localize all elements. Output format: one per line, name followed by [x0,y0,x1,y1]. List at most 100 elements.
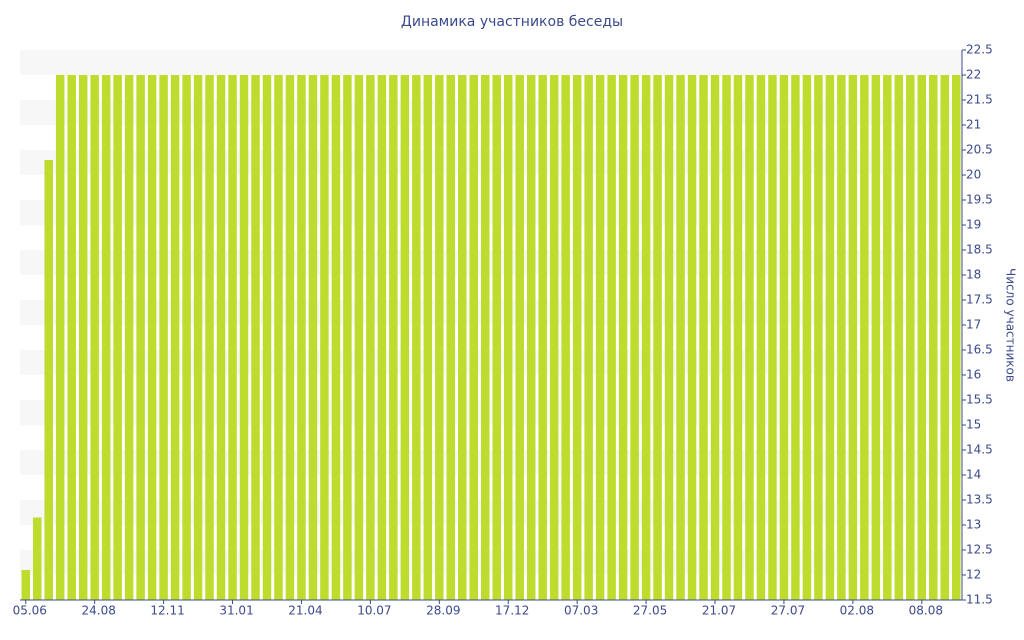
background-band [20,50,962,75]
bar [412,75,421,600]
bar [871,75,881,600]
bar [55,75,65,600]
bar [664,75,674,600]
bar [469,75,479,600]
bar [354,75,364,600]
bar [860,75,869,600]
y-tick-label: 21 [966,118,981,132]
bar [630,75,639,600]
y-tick-label: 19 [966,218,981,232]
bar [113,75,122,600]
bar [400,75,410,600]
bar [687,75,697,600]
bar [917,75,927,600]
bar [572,75,582,600]
bar [526,75,536,600]
y-tick-label: 20.5 [966,143,993,157]
bar [481,75,490,600]
bar [549,75,559,600]
bar [929,75,938,600]
bar [193,75,203,600]
y-tick-label: 16 [966,368,981,382]
bar [136,75,145,600]
bar [216,75,226,600]
bar [389,75,398,600]
bar [618,75,628,600]
bar [883,75,892,600]
x-tick-label: 17.12 [495,604,529,618]
bar [503,75,513,600]
bar [768,75,777,600]
bar [676,75,685,600]
bar [952,75,961,600]
bar [458,75,467,600]
y-tick-label: 14.5 [966,443,993,457]
y-tick-label: 17 [966,318,981,332]
bar [515,75,524,600]
x-tick-label: 27.07 [771,604,805,618]
bar [285,75,295,600]
y-tick-label: 22.5 [966,43,993,57]
bar [320,75,329,600]
bar [779,75,789,600]
bar [745,75,754,600]
bar [848,75,858,600]
bar [251,75,260,600]
x-tick-label: 21.07 [702,604,736,618]
bar [274,75,283,600]
bar [331,75,341,600]
x-tick-label: 27.05 [633,604,667,618]
bar [653,75,662,600]
bar [228,75,237,600]
bar [894,75,904,600]
bar [170,75,180,600]
bar [641,75,651,600]
bar [435,75,444,600]
bar [492,75,501,600]
bar [940,75,950,600]
y-tick-label: 22 [966,68,981,82]
bar [239,75,249,600]
bar [377,75,387,600]
y-tick-label: 13.5 [966,493,993,507]
bar [78,75,88,600]
x-tick-label: 08.08 [909,604,943,618]
y-tick-label: 14 [966,468,981,482]
bar [814,75,823,600]
x-tick-label: 28.09 [426,604,460,618]
bar [159,75,168,600]
bar [906,75,915,600]
y-tick-label: 18 [966,268,981,282]
bar [446,75,456,600]
chart-title: Динамика участников беседы [401,14,623,30]
y-tick-label: 12 [966,568,981,582]
bar [756,75,766,600]
bar [101,75,111,600]
y-tick-label: 21.5 [966,93,993,107]
bar [791,75,800,600]
x-tick-label: 31.01 [219,604,253,618]
bar [124,75,134,600]
bar [308,75,318,600]
bar [343,75,352,600]
x-tick-label: 21.04 [288,604,322,618]
x-tick-label: 07.03 [564,604,598,618]
x-tick-label: 02.08 [840,604,874,618]
y-tick-label: 16.5 [966,343,993,357]
bar [733,75,743,600]
bar [262,75,272,600]
x-tick-label: 12.11 [150,604,184,618]
bar [607,75,616,600]
bar [90,75,99,600]
y-tick-label: 15 [966,418,981,432]
bar [67,75,76,600]
x-tick-label: 10.07 [357,604,391,618]
bar [837,75,846,600]
y-tick-label: 11.5 [966,593,993,607]
bar [423,75,433,600]
bar [366,75,375,600]
y-tick-label: 20 [966,168,981,182]
bar [538,75,547,600]
bar [802,75,812,600]
